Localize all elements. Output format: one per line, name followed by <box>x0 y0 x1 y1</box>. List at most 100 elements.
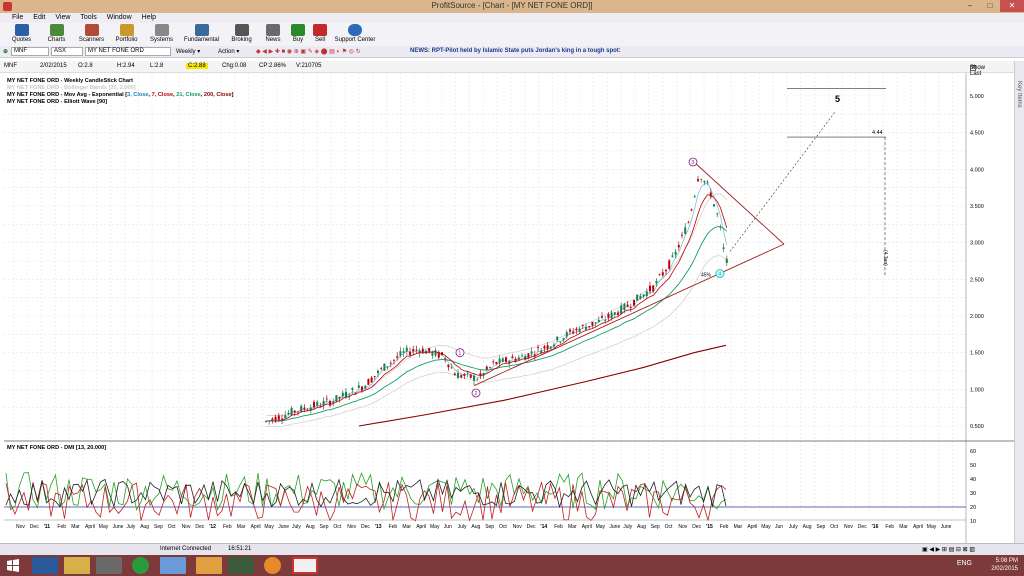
systems-button[interactable]: Systems <box>144 23 179 44</box>
candle-body <box>396 356 399 358</box>
explorer-taskbar-icon[interactable] <box>64 557 90 574</box>
candle-body <box>693 195 696 197</box>
time-tick-label: Aug <box>803 524 812 530</box>
time-tick-label: June <box>113 524 124 530</box>
candle-body <box>607 313 610 318</box>
menu-view[interactable]: View <box>55 14 71 21</box>
candle-body <box>466 372 469 374</box>
ie-taskbar-icon[interactable] <box>32 557 58 574</box>
minimize-button[interactable]: – <box>967 1 973 10</box>
system-clock[interactable]: 5:08 PM 2/02/2015 <box>991 557 1018 573</box>
status-bar-icons[interactable]: ▣ ◀ ▶ ⊞ ▤ ⊟ ⊠ ▥ <box>922 547 975 553</box>
time-tick-label: April <box>747 524 757 530</box>
time-tick-label: Nov <box>678 524 687 530</box>
time-tick-label: July <box>789 524 798 530</box>
time-tick-label: Dec <box>361 524 370 530</box>
portfolio-button[interactable]: Portfolio <box>109 23 144 44</box>
time-tick-label: '12 <box>209 524 216 530</box>
chrome-taskbar-icon[interactable] <box>132 557 149 574</box>
candle-body <box>585 326 587 330</box>
ema-lines <box>265 182 728 422</box>
time-tick-label: July <box>126 524 135 530</box>
time-tick-label: Jun <box>775 524 783 530</box>
maximize-button[interactable]: □ <box>987 1 993 10</box>
candle-body <box>393 359 395 361</box>
candle-body <box>562 338 565 341</box>
dmi-plus-line <box>5 472 727 511</box>
news-button[interactable]: News <box>259 23 287 44</box>
support-center-button[interactable]: Support Center <box>331 23 379 44</box>
time-tick-label: Oct <box>168 524 176 530</box>
candle-body <box>319 406 322 407</box>
candle-body <box>373 375 376 377</box>
candle-body <box>652 285 655 292</box>
retracement-label: 45% <box>701 273 712 279</box>
orange-taskbar-icon[interactable] <box>264 557 281 574</box>
sell-button[interactable]: Sell <box>309 23 331 44</box>
status-bar: Internet Connected 16:51:21 ▣ ◀ ▶ ⊞ ▤ ⊟ … <box>0 543 1024 555</box>
time-tick-label: Dec <box>527 524 536 530</box>
wave-2-circle <box>471 388 481 398</box>
price-chart-svg[interactable]: MY NET FONE ORD - Weekly CandleStick Cha… <box>4 73 1014 543</box>
time-tick-label: July <box>292 524 301 530</box>
candle-body <box>325 398 328 400</box>
folder-taskbar-icon[interactable] <box>196 557 222 574</box>
candle-body <box>338 396 341 399</box>
menu-help[interactable]: Help <box>141 14 157 21</box>
time-tick-label: Mar <box>71 524 80 530</box>
time-tick-label: Aug <box>140 524 149 530</box>
key-items-panel[interactable]: Key Items <box>1014 61 1024 546</box>
scanners-button[interactable]: Scanners <box>74 23 109 44</box>
close-button[interactable]: ✕ <box>1000 0 1024 12</box>
elliott-wave: 5 4.44 (4.3an) 1 2 3 4 45% <box>455 88 888 398</box>
go-taskbar-icon[interactable] <box>228 557 254 574</box>
broking-button[interactable]: Broking <box>224 23 259 44</box>
profitsource-taskbar-icon[interactable] <box>292 557 318 574</box>
fundamental-icon <box>194 24 209 36</box>
fundamental-button[interactable]: Fundamental <box>179 23 224 44</box>
tool-icons[interactable]: ◆ ◀ ▶ ✚ ■ ◉ ⊕ ▣ ✎ ◈ ⬤ ▤ ◐ ⚑ ◎ ↻ <box>256 49 361 55</box>
candle-body <box>284 415 287 418</box>
time-tick-label: Sep <box>485 524 494 530</box>
candle-body <box>572 331 575 334</box>
clock-time: 5:08 PM <box>995 558 1018 564</box>
candle-body <box>514 358 517 362</box>
security-name-field[interactable]: MY NET FONE ORD <box>85 47 171 56</box>
buy-button[interactable]: Buy <box>287 23 309 44</box>
candle-body <box>684 227 687 234</box>
info-symbol: MNF <box>4 63 17 69</box>
time-tick-label: Dec <box>195 524 204 530</box>
exchange-select[interactable]: ASX <box>51 47 83 56</box>
app-taskbar-icon[interactable] <box>96 557 122 574</box>
menu-file[interactable]: File <box>12 14 24 21</box>
ema-3-line <box>265 182 728 422</box>
candle-body <box>447 364 450 368</box>
price-tick-label: 2.500 <box>970 277 984 283</box>
candle-body <box>431 351 434 356</box>
menu-edit[interactable]: Edit <box>33 14 46 21</box>
period-dropdown[interactable]: Weekly ▾ <box>176 49 201 55</box>
notes-taskbar-icon[interactable] <box>160 557 186 574</box>
menu-tools[interactable]: Tools <box>80 14 97 21</box>
symbol-input[interactable]: MNF <box>11 47 49 56</box>
action-dropdown[interactable]: Action ▾ <box>218 49 240 55</box>
checkbox-checked-icon: ✓ <box>970 65 977 71</box>
menu-window[interactable]: Window <box>106 14 132 21</box>
charts-label: Charts <box>47 37 66 43</box>
legend-elliott: MY NET FONE ORD - Elliott Wave [90] <box>7 99 107 105</box>
candle-body <box>345 391 347 398</box>
time-tick-label: Mar <box>402 524 411 530</box>
candle-body <box>569 329 571 332</box>
news-ticker[interactable]: NEWS: RPT-Pilot held by Islamic State pu… <box>410 48 621 54</box>
title-bar: ProfitSource - [Chart - [MY NET FONE ORD… <box>0 0 1024 13</box>
language-indicator[interactable]: ENG <box>956 560 972 567</box>
quotes-button[interactable]: Quotes <box>4 23 39 44</box>
scanners-icon <box>84 24 99 36</box>
legend-ema: MY NET FONE ORD - Mov Avg - Exponential … <box>7 92 234 98</box>
charts-button[interactable]: Charts <box>39 23 74 44</box>
chart-area[interactable]: MY NET FONE ORD - Weekly CandleStick Cha… <box>4 73 1014 543</box>
start-button[interactable] <box>4 557 24 574</box>
candle-body <box>527 353 530 358</box>
candle-body <box>383 363 386 371</box>
candle-body <box>690 209 693 211</box>
